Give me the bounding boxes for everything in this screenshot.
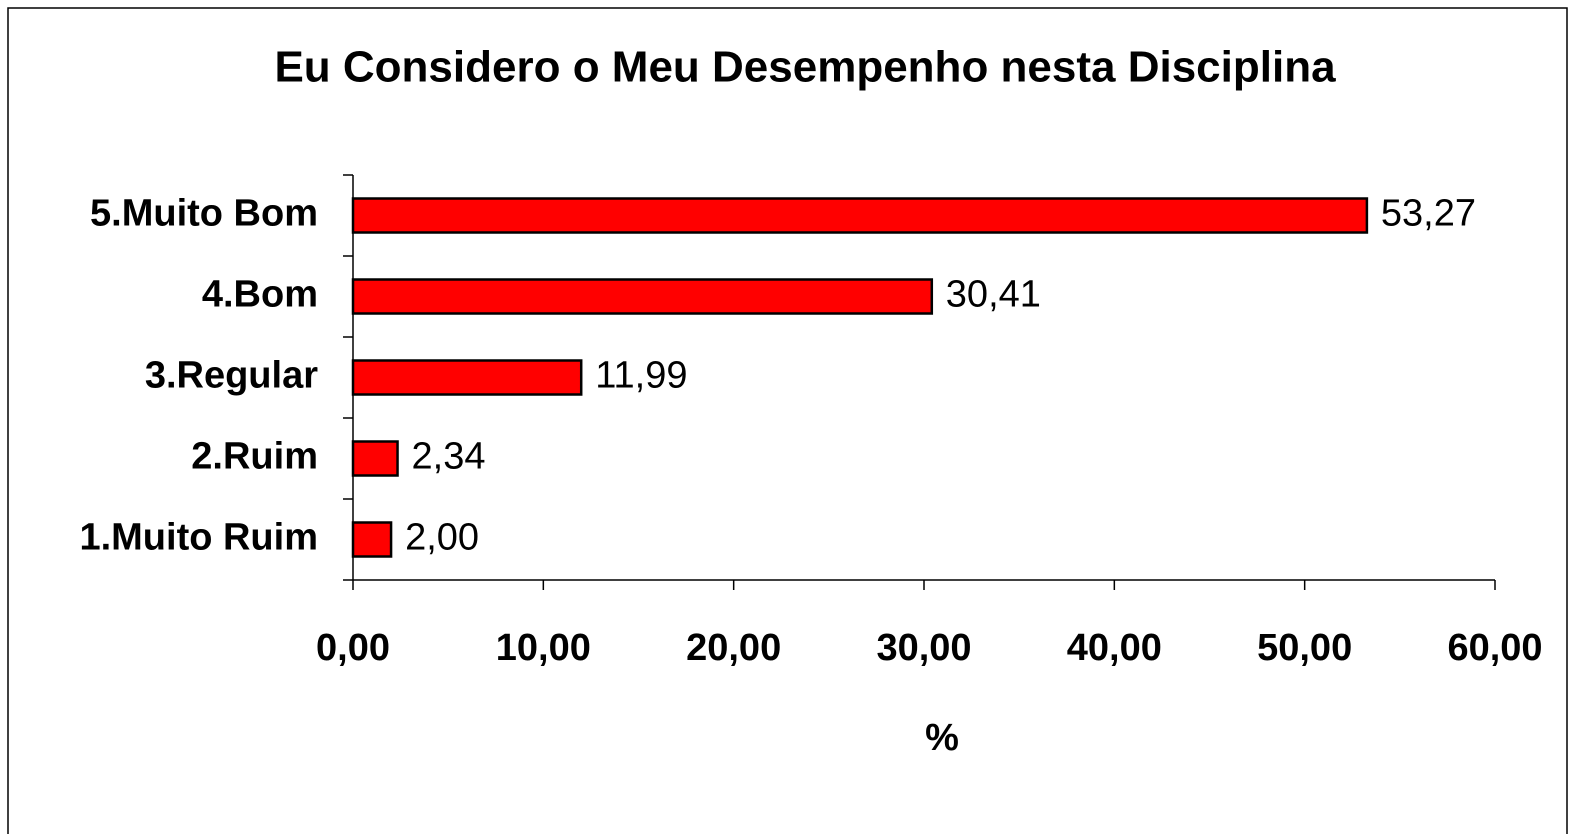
- bar: [351, 440, 399, 477]
- x-tick-label: 0,00: [316, 627, 390, 669]
- x-tick-label: 40,00: [1067, 627, 1162, 669]
- value-label: 53,27: [1381, 193, 1476, 235]
- y-tick-label: 1.Muito Ruim: [79, 517, 318, 559]
- chart-title: Eu Considero o Meu Desempenho nesta Disc…: [274, 43, 1336, 92]
- chart-frame: [7, 7, 1568, 834]
- x-tick-label: 20,00: [686, 627, 781, 669]
- x-tick-label: 60,00: [1447, 627, 1542, 669]
- x-axis-label: %: [925, 717, 959, 759]
- x-tick-label: 30,00: [876, 627, 971, 669]
- x-tick-label: 10,00: [496, 627, 591, 669]
- bar: [351, 278, 934, 315]
- value-label: 2,00: [405, 517, 479, 559]
- y-tick-label: 5.Muito Bom: [90, 193, 318, 235]
- x-tick-label: 50,00: [1257, 627, 1352, 669]
- value-label: 2,34: [412, 436, 486, 478]
- bar: [351, 359, 583, 396]
- y-tick-label: 2.Ruim: [191, 436, 318, 478]
- y-tick-label: 3.Regular: [145, 355, 318, 397]
- y-tick-label: 4.Bom: [202, 274, 318, 316]
- value-label: 11,99: [595, 355, 687, 397]
- bar: [351, 197, 1369, 234]
- bar: [351, 521, 393, 558]
- value-label: 30,41: [946, 274, 1041, 316]
